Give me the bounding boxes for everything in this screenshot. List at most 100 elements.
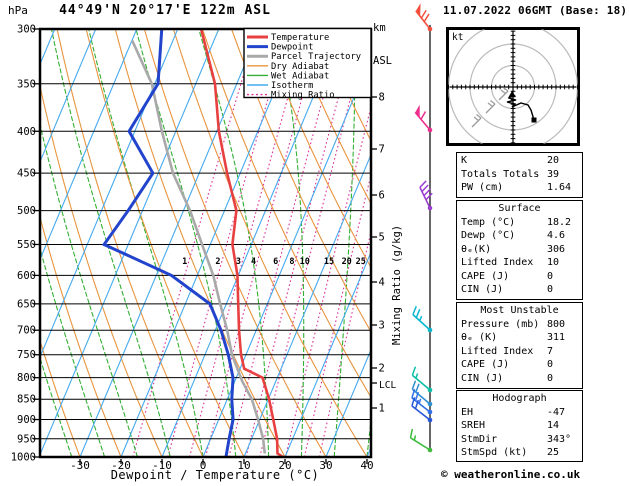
altitude-unit-asl: ASL <box>373 55 392 67</box>
table-row-label: θₑ(K) <box>461 243 492 255</box>
pressure-tick-label: 450 <box>17 168 36 180</box>
temp-tick-label: -30 <box>70 459 90 472</box>
table-row: Lifted Index 7 <box>457 345 582 359</box>
table-row: CIN (J) 0 <box>457 372 582 386</box>
table-row-label: EH <box>461 406 474 418</box>
axis-labels: 3003504004505005506006507007508008509009… <box>11 24 385 473</box>
pressure-tick-label: 700 <box>17 325 36 337</box>
table-row: StmDir 343° <box>457 433 582 447</box>
km-tick-label: 3 <box>379 320 385 332</box>
wind-barb-column <box>409 3 433 453</box>
hodograph-storm-marker <box>531 117 537 123</box>
table-row-value: 343° <box>547 433 572 445</box>
table-row-label: CAPE (J) <box>461 359 510 370</box>
datetime-label: 11.07.2022 06GMT (Base: 18) <box>443 4 628 17</box>
mixing-ratio-value-label: 10 <box>300 257 310 267</box>
table-row: StmSpd (kt) 25 <box>457 446 582 460</box>
table-row-value: 25 <box>547 447 560 458</box>
hodograph-height-barb <box>498 86 509 101</box>
altitude-unit-km: km <box>373 22 386 34</box>
wind-barb <box>415 3 433 32</box>
table-row-value: 0 <box>547 284 554 295</box>
table-row-value: 4.6 <box>547 230 566 241</box>
table-row: CIN (J) 0 <box>457 283 582 297</box>
mixing-ratio-value-label: 1 <box>182 257 187 267</box>
mixing-ratio-value-label: 2 <box>215 257 220 267</box>
table-row-value: 18.2 <box>547 216 572 228</box>
temp-tick-label: 30 <box>319 459 332 472</box>
mixing-ratio-value-label: 4 <box>251 257 256 267</box>
table-row-value: 39 <box>547 168 560 180</box>
km-tick-label: 6 <box>379 190 385 202</box>
pressure-tick-label: 1000 <box>11 452 36 464</box>
pressure-tick-label: 900 <box>17 414 36 426</box>
table-row: Dewp (°C) 4.6 <box>457 229 582 243</box>
table-row-value: 800 <box>547 318 566 330</box>
hodograph-height-barb <box>485 99 496 114</box>
hodograph-plot <box>446 27 580 146</box>
hodograph-trace-arrow <box>508 91 516 98</box>
mixing-ratio-value-label: 25 <box>356 257 366 267</box>
km-tick-label: 2 <box>379 363 385 375</box>
table-row-label: CAPE (J) <box>461 270 510 282</box>
table-row-label: CIN (J) <box>461 284 504 295</box>
km-tick-label: 1 <box>379 403 385 415</box>
mixing-ratio-value-label: 3 <box>236 257 241 267</box>
table-row-value: 10 <box>547 257 560 268</box>
table-row-value: 7 <box>547 345 554 357</box>
mixing-ratio-value-label: 20 <box>342 257 352 267</box>
table-row-value: 0 <box>547 270 554 282</box>
legend-label: Temperature <box>271 33 329 43</box>
pressure-tick-label: 550 <box>17 239 36 251</box>
km-tick-label: 4 <box>379 277 385 289</box>
indices-table: Surface Temp (°C) 18.2 Dewp (°C) 4.6 θₑ(K) 306… <box>456 200 583 300</box>
altitude-unit-label: km ASL <box>373 1 398 89</box>
mixing-ratio-value-label: 8 <box>289 257 294 267</box>
table-row-label: PW (cm) <box>461 182 504 193</box>
table-row-label: StmDir <box>461 433 498 445</box>
indices-table: K 20 Totals Totals 39 PW (cm) 1.64 <box>456 152 583 198</box>
wind-barb <box>411 397 433 423</box>
skewt-background-lines <box>40 29 371 457</box>
table-row-value: 0 <box>547 359 554 370</box>
temp-tick-label: -10 <box>152 459 172 472</box>
table-header: Surface <box>498 203 541 214</box>
table-row-label: Dewp (°C) <box>461 230 516 241</box>
table-header: Most Unstable <box>480 305 559 316</box>
table-row: CAPE (J) 0 <box>457 358 582 372</box>
table-row-label: Temp (°C) <box>461 216 516 228</box>
temp-tick-label: 40 <box>360 459 373 472</box>
table-row-value: -47 <box>547 406 566 418</box>
table-row: K 20 <box>457 154 582 168</box>
table-row-label: CIN (J) <box>461 372 504 384</box>
pressure-tick-label: 650 <box>17 298 36 310</box>
table-row-value: 14 <box>547 420 560 431</box>
temp-tick-label: 20 <box>278 459 291 472</box>
pressure-tick-label: 400 <box>17 126 36 138</box>
wind-barb <box>411 380 433 407</box>
indices-table: Most Unstable Pressure (mb) 800 θₑ (K) 311 Li… <box>456 302 583 389</box>
table-row: CAPE (J) 0 <box>457 270 582 284</box>
x-axis-title: Dewpoint / Temperature (°C) <box>110 468 320 482</box>
legend-label: Dewpoint <box>271 43 313 53</box>
wind-barb <box>412 305 433 333</box>
table-row-value: 306 <box>547 243 566 255</box>
table-row: Pressure (mb) 800 <box>457 318 582 332</box>
copyright: © weatheronline.co.uk <box>441 468 581 481</box>
table-row: Temp (°C) 18.2 <box>457 216 582 230</box>
table-row-value: 1.64 <box>547 182 572 193</box>
table-row-label: θₑ (K) <box>461 332 498 343</box>
temp-tick-label: 10 <box>237 459 250 472</box>
pressure-tick-label: 500 <box>17 205 36 217</box>
wind-barb <box>411 366 433 393</box>
table-row-label: Pressure (mb) <box>461 318 540 330</box>
km-tick-label: 5 <box>379 232 385 244</box>
legend-label: Mixing Ratio <box>271 91 335 101</box>
table-row-label: Lifted Index <box>461 345 534 357</box>
dewpoint-curve <box>101 29 235 457</box>
wind-barb <box>414 104 433 133</box>
table-row-label: SREH <box>461 420 486 431</box>
legend-label: Dry Adiabat <box>271 62 329 72</box>
